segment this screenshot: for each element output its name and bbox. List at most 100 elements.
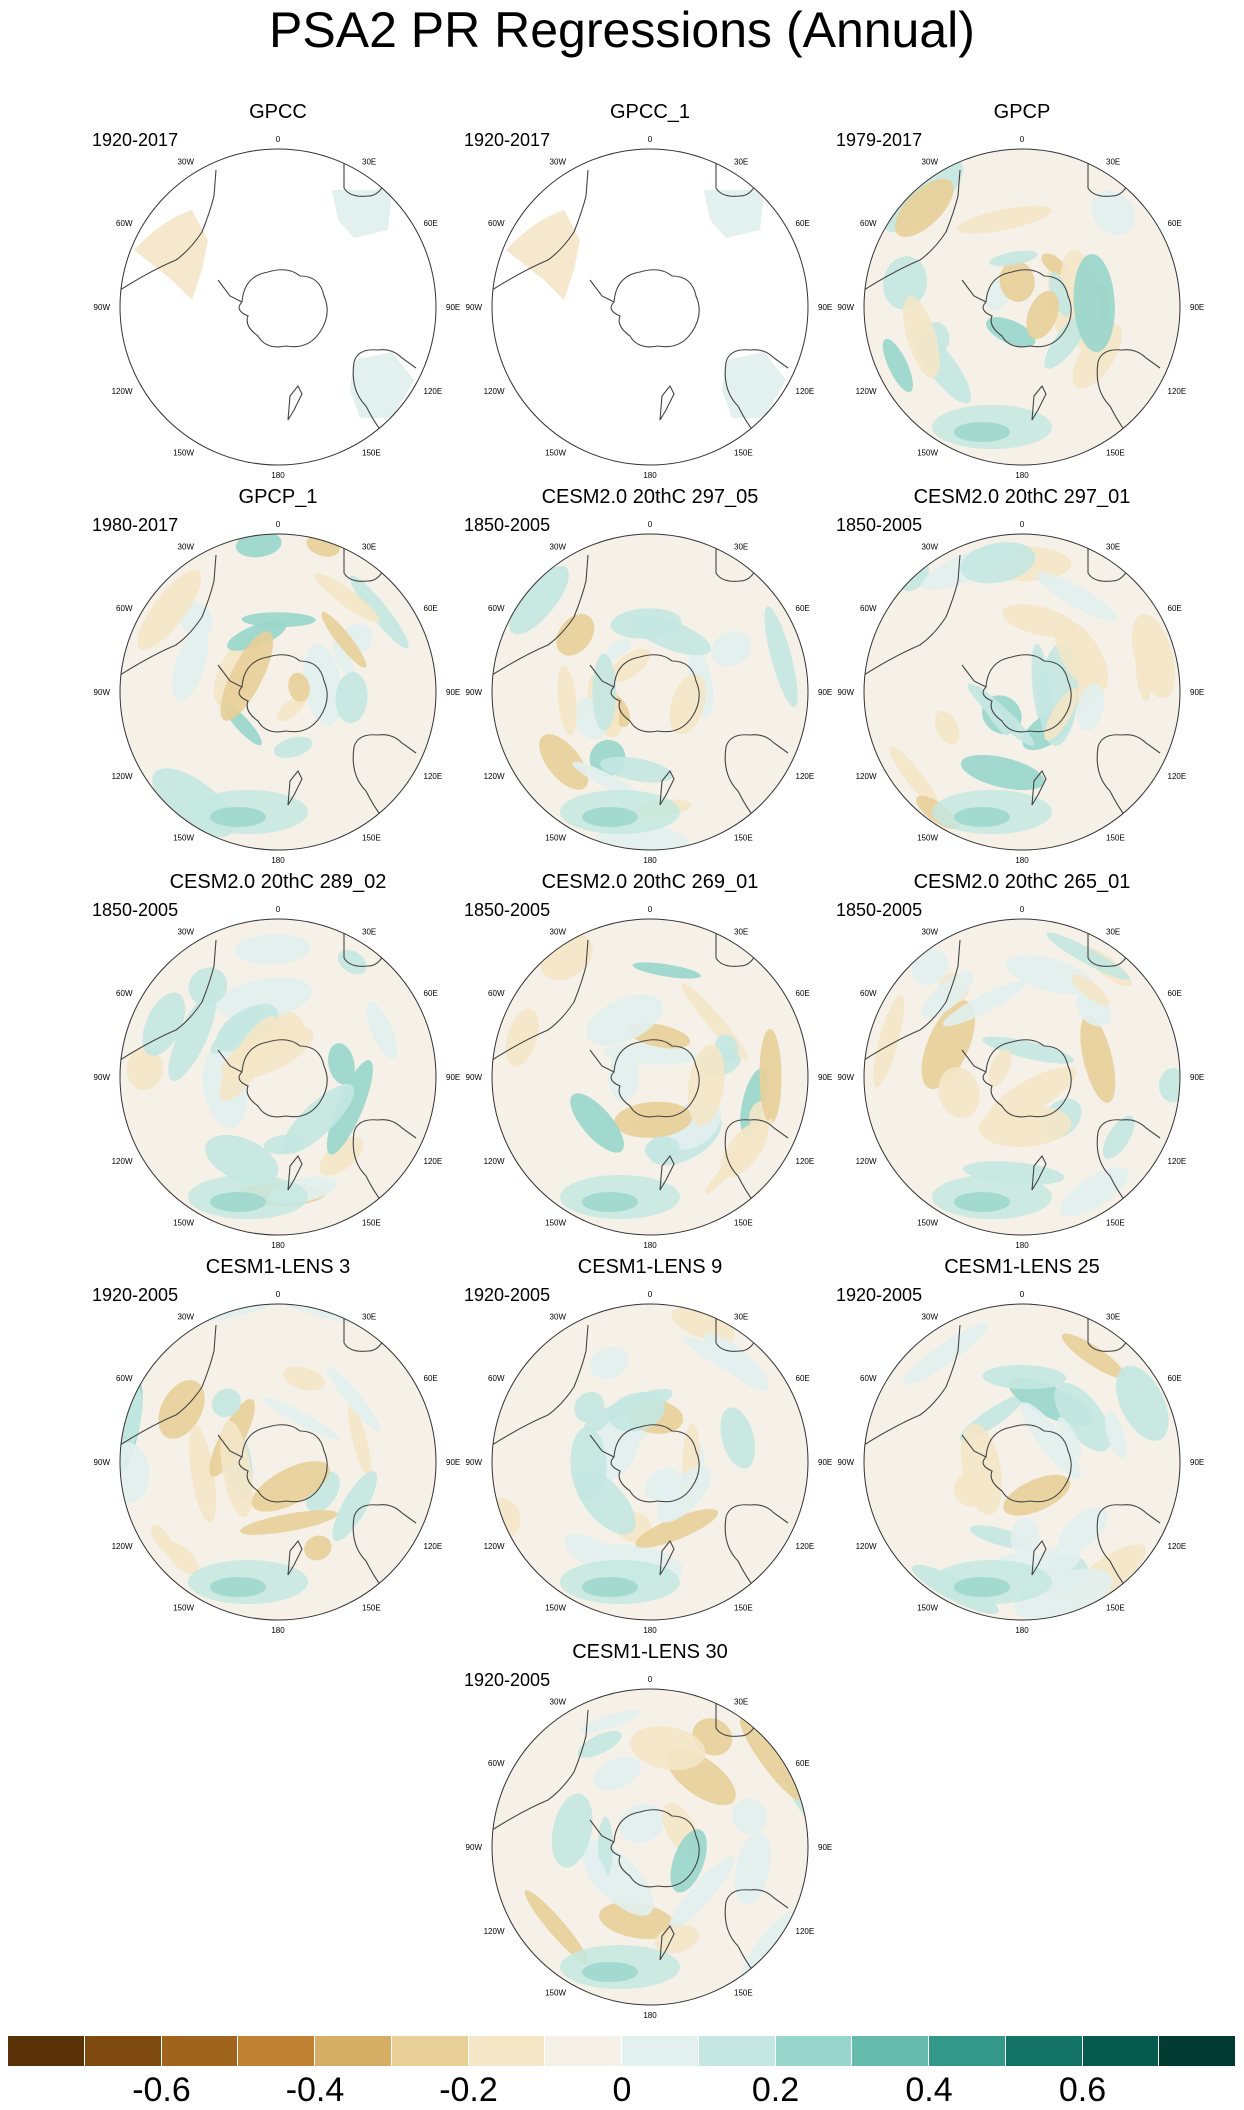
longitude-label: 150E: [362, 1604, 381, 1613]
colorbar-label: 0.6: [1058, 2071, 1107, 2109]
longitude-label: 120W: [856, 1157, 877, 1166]
colorbar: [8, 2036, 1236, 2066]
longitude-label: 90E: [818, 1843, 832, 1852]
panel-title: GPCC: [249, 101, 307, 123]
longitude-label: 60E: [1168, 1374, 1182, 1383]
colorbar-label: -0.4: [285, 2071, 345, 2109]
panel-years: 1920-2005: [464, 1670, 551, 1690]
polar-map: 0 30E 60E 90E 120E 150E 180 150W 120W 90W 60W 30W: [466, 520, 833, 865]
longitude-label: 90W: [838, 1458, 855, 1467]
longitude-label: 180: [1015, 1241, 1029, 1250]
longitude-label: 60E: [1168, 604, 1182, 613]
map-panel: CESM1-LENS 30 1920-2005 0 30E 60E 90E 120E 150E…: [464, 1640, 836, 2020]
longitude-label: 0: [1020, 905, 1025, 914]
panel-title: CESM2.0 20thC 289_02: [169, 871, 387, 893]
polar-map: 0 30E 60E 90E 120E 150E 180 150W 120W 90W 60W 30W: [94, 905, 461, 1250]
panel-title: CESM2.0 20thC 297_01: [913, 486, 1131, 508]
longitude-label: 60E: [796, 989, 810, 998]
longitude-label: 150W: [545, 1219, 566, 1228]
longitude-label: 60E: [796, 219, 810, 228]
longitude-label: 150W: [917, 1219, 938, 1228]
panel-years: 1979-2017: [836, 130, 923, 150]
longitude-label: 180: [1015, 1626, 1029, 1635]
panel-years: 1850-2005: [464, 515, 551, 535]
longitude-label: 30W: [922, 543, 939, 552]
colorbar-label: -0.6: [132, 2071, 191, 2109]
longitude-label: 90W: [466, 1073, 483, 1082]
longitude-label: 90W: [94, 688, 111, 697]
longitude-label: 60E: [1168, 989, 1182, 998]
longitude-label: 150W: [917, 1604, 938, 1613]
longitude-label: 120W: [112, 772, 133, 781]
longitude-label: 30E: [362, 158, 376, 167]
panel-years: 1920-2005: [464, 1285, 551, 1305]
panel-years: 1850-2005: [836, 900, 923, 920]
panel-title: CESM1-LENS 30: [572, 1641, 728, 1663]
longitude-label: 120E: [424, 1542, 443, 1551]
longitude-label: 90W: [466, 1458, 483, 1467]
longitude-label: 120E: [1168, 1157, 1187, 1166]
longitude-label: 180: [643, 1626, 657, 1635]
longitude-label: 120E: [1168, 387, 1187, 396]
longitude-label: 150E: [1106, 834, 1125, 843]
longitude-label: 120W: [856, 772, 877, 781]
longitude-label: 120E: [796, 1157, 815, 1166]
longitude-label: 90E: [446, 303, 460, 312]
longitude-label: 150W: [545, 1989, 566, 1998]
colorbar-label: -0.2: [439, 2071, 498, 2109]
colorbar-swatch: [545, 2036, 622, 2066]
longitude-label: 30W: [178, 543, 195, 552]
panel-years: 1850-2005: [464, 900, 551, 920]
longitude-label: 60W: [860, 219, 877, 228]
longitude-label: 90W: [838, 303, 855, 312]
longitude-label: 150E: [1106, 449, 1125, 458]
longitude-label: 120E: [796, 772, 815, 781]
longitude-label: 120W: [484, 1927, 505, 1936]
longitude-label: 60W: [488, 604, 505, 613]
colorbar-swatch: [238, 2036, 315, 2066]
panel-title: GPCP: [993, 101, 1051, 123]
longitude-label: 120E: [1168, 772, 1187, 781]
panel-title: CESM2.0 20thC 265_01: [913, 871, 1131, 893]
panel-years: 1920-2017: [464, 130, 551, 150]
colorbar-labels: -0.6 -0.4 -0.2 0 0.2 0.4 0.6: [0, 2070, 1244, 2110]
polar-map: 0 30E 60E 90E 120E 150E 180 150W 120W 90W 60W 30W: [466, 135, 833, 480]
longitude-label: 90E: [818, 1073, 832, 1082]
longitude-label: 150W: [173, 449, 194, 458]
longitude-label: 150W: [545, 449, 566, 458]
longitude-label: 90W: [94, 1458, 111, 1467]
longitude-label: 30E: [734, 158, 748, 167]
longitude-label: 150E: [1106, 1219, 1125, 1228]
longitude-label: 120E: [796, 1542, 815, 1551]
colorbar-swatch: [8, 2036, 85, 2066]
colorbar-swatch: [84, 2036, 162, 2066]
longitude-label: 60E: [796, 1759, 810, 1768]
longitude-label: 30E: [1106, 1313, 1120, 1322]
panel-years: 1850-2005: [92, 900, 179, 920]
polar-map: 0 30E 60E 90E 120E 150E 180 150W 120W 90W 60W 30W: [94, 520, 461, 865]
longitude-label: 150E: [734, 1989, 753, 1998]
longitude-label: 120E: [1168, 1542, 1187, 1551]
polar-map: 0 30E 60E 90E 120E 150E 180 150W 120W 90W 60W 30W: [466, 1675, 833, 2020]
panel-title: CESM2.0 20thC 269_01: [541, 871, 759, 893]
longitude-label: 150E: [362, 449, 381, 458]
longitude-label: 60W: [488, 989, 505, 998]
longitude-label: 180: [1015, 856, 1029, 865]
longitude-label: 0: [276, 520, 281, 529]
map-panel: CESM1-LENS 9 1920-2005 0 30E 60E 90E 120E 150E 1…: [464, 1255, 836, 1635]
longitude-label: 60E: [424, 989, 438, 998]
polar-map: 0 30E 60E 90E 120E 150E 180 150W 120W 90W 60W 30W: [466, 1290, 833, 1635]
longitude-label: 60E: [1168, 219, 1182, 228]
map-panel: CESM1-LENS 3 1920-2005 0 30E 60E 90E 120E 150E 1…: [92, 1255, 464, 1635]
longitude-label: 90W: [838, 1073, 855, 1082]
longitude-label: 60E: [424, 1374, 438, 1383]
panel-years: 1920-2017: [92, 130, 179, 150]
longitude-label: 90E: [446, 1458, 460, 1467]
panel-years: 1920-2005: [836, 1285, 923, 1305]
longitude-label: 150W: [173, 1604, 194, 1613]
longitude-label: 0: [276, 1290, 281, 1299]
longitude-label: 30W: [178, 1313, 195, 1322]
map-panel: CESM2.0 20thC 289_02 1850-2005 0 30E 60E 90E 1…: [92, 870, 464, 1250]
longitude-label: 60W: [488, 219, 505, 228]
longitude-label: 120W: [484, 772, 505, 781]
